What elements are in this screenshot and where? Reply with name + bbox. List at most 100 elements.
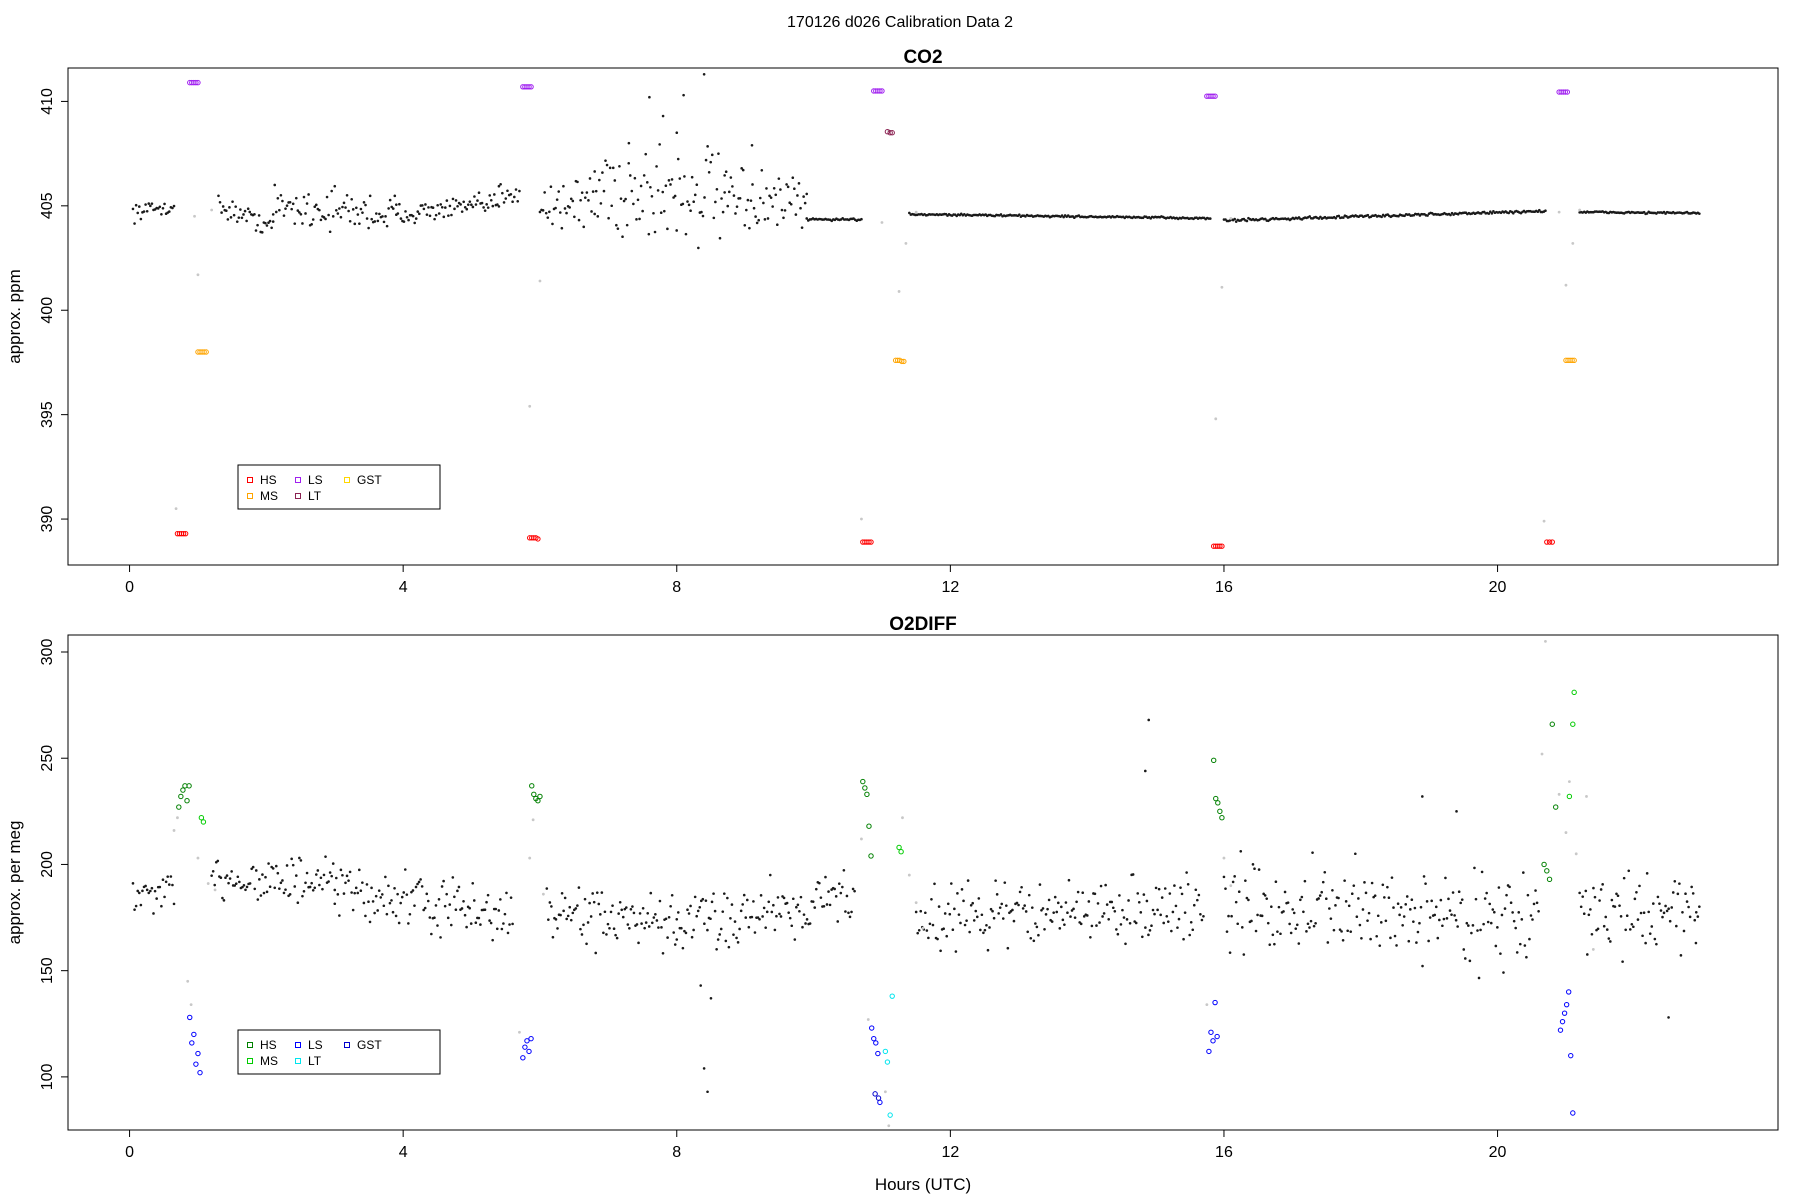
data-point [583, 196, 587, 199]
data-point [468, 200, 472, 203]
data-point [314, 873, 318, 876]
data-point [167, 883, 171, 886]
calibration-point [887, 130, 893, 136]
calibration-point [889, 130, 895, 136]
data-point [370, 217, 373, 221]
data-point [330, 189, 333, 193]
data-point [221, 896, 224, 900]
data-point [361, 881, 364, 884]
data-point [988, 926, 991, 929]
data-point [1462, 948, 1466, 951]
data-point [234, 205, 237, 208]
data-point [756, 916, 760, 919]
outlier-point [661, 114, 665, 118]
data-point [624, 197, 627, 201]
data-point [1170, 929, 1173, 933]
data-point [430, 932, 433, 936]
data-point [1487, 212, 1491, 215]
data-point [593, 212, 596, 216]
data-point [569, 918, 573, 922]
data-point [791, 176, 795, 179]
data-point [155, 897, 158, 900]
data-point [502, 201, 506, 204]
data-point [916, 931, 919, 935]
data-point [546, 216, 550, 219]
data-point [652, 211, 655, 215]
data-point [1526, 893, 1530, 897]
data-point [548, 901, 552, 904]
data-point [1312, 924, 1316, 928]
data-point [1153, 912, 1156, 916]
data-point [802, 195, 805, 198]
data-point [424, 203, 427, 206]
data-point [649, 891, 653, 895]
data-point [273, 183, 277, 187]
data-point [238, 880, 241, 884]
data-point [131, 882, 135, 885]
data-point [1424, 882, 1427, 885]
data-point [562, 909, 565, 913]
data-point [1531, 918, 1534, 921]
data-point [462, 899, 465, 903]
data-point [649, 185, 652, 189]
data-point [258, 878, 261, 881]
data-point [246, 207, 250, 211]
panel-title: O2DIFF [889, 614, 957, 635]
data-point [265, 890, 269, 894]
data-point [1063, 923, 1066, 926]
data-point [851, 887, 855, 891]
calibration-point [1557, 1027, 1564, 1033]
data-point [1121, 908, 1124, 912]
data-point [723, 174, 726, 177]
data-point [1447, 897, 1450, 901]
data-point [1476, 929, 1479, 932]
data-point [1141, 935, 1144, 939]
data-point [239, 208, 242, 211]
data-point [1517, 911, 1521, 914]
data-point [1366, 919, 1369, 922]
data-point [453, 207, 456, 211]
panel-co2: CO2 0 4 8 12 16 20 390 395 400 405 410 approx. ppm HS… [5, 47, 1779, 596]
data-point [714, 200, 717, 204]
data-point [683, 929, 686, 933]
data-point [1163, 887, 1167, 890]
data-point [1147, 933, 1150, 937]
data-point [709, 917, 712, 921]
data-point [1544, 209, 1547, 213]
data-point [1354, 852, 1357, 856]
flagged-point [1591, 948, 1595, 951]
data-point [1256, 913, 1259, 917]
data-point [745, 898, 749, 902]
data-point [701, 897, 705, 901]
data-point [1390, 876, 1394, 879]
calibration-point [1566, 793, 1573, 800]
data-point [621, 235, 624, 239]
data-point [1357, 897, 1360, 900]
data-point [420, 885, 424, 888]
data-point [551, 935, 555, 939]
data-point [290, 207, 293, 211]
data-point [956, 892, 959, 895]
data-point [1511, 911, 1514, 914]
data-point [1379, 921, 1383, 924]
data-point [368, 920, 372, 924]
data-point [924, 911, 927, 915]
data-point [713, 909, 717, 913]
data-point [388, 901, 392, 905]
data-point [1334, 216, 1338, 220]
data-point [1410, 898, 1414, 902]
data-point [260, 231, 264, 234]
data-point [1463, 957, 1467, 960]
data-point [142, 210, 146, 213]
data-point [953, 907, 956, 911]
data-point [1027, 893, 1031, 897]
data-point [1174, 904, 1178, 908]
calibration-gst [872, 1091, 882, 1101]
data-point [636, 198, 640, 202]
data-point [1459, 901, 1463, 905]
data-point [656, 189, 660, 192]
data-point [1486, 920, 1490, 924]
data-point [1393, 934, 1397, 938]
data-point [294, 196, 298, 200]
data-point [361, 211, 364, 214]
